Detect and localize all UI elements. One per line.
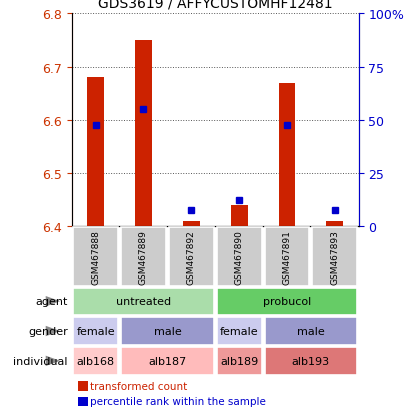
Bar <box>121 227 166 286</box>
Text: alb187: alb187 <box>148 356 186 366</box>
Text: GSM467891: GSM467891 <box>282 229 291 284</box>
Text: GSM467893: GSM467893 <box>330 229 339 284</box>
Bar <box>264 227 309 286</box>
Bar <box>121 318 213 345</box>
Bar <box>78 382 88 391</box>
Bar <box>264 347 357 375</box>
Text: gender: gender <box>28 326 67 336</box>
Text: alb193: alb193 <box>291 356 329 366</box>
Text: probucol: probucol <box>262 297 310 306</box>
Title: GDS3619 / AFFYCUSTOMHF12481: GDS3619 / AFFYCUSTOMHF12481 <box>98 0 332 10</box>
Bar <box>312 227 357 286</box>
Text: male: male <box>153 326 181 336</box>
Bar <box>73 347 118 375</box>
Bar <box>264 318 357 345</box>
Bar <box>216 347 261 375</box>
Bar <box>216 288 357 315</box>
Bar <box>73 288 213 315</box>
Bar <box>182 221 199 227</box>
Text: alb189: alb189 <box>220 356 258 366</box>
Polygon shape <box>45 356 60 366</box>
Text: percentile rank within the sample: percentile rank within the sample <box>90 396 265 406</box>
Bar <box>326 221 342 227</box>
Text: agent: agent <box>35 297 67 306</box>
Text: GSM467889: GSM467889 <box>139 229 148 284</box>
Text: female: female <box>76 326 115 336</box>
Text: GSM467892: GSM467892 <box>187 229 196 284</box>
Bar <box>78 397 88 406</box>
Polygon shape <box>45 296 60 307</box>
Bar <box>135 41 151 227</box>
Bar <box>230 206 247 227</box>
Bar <box>73 227 118 286</box>
Bar <box>169 227 213 286</box>
Text: transformed count: transformed count <box>90 381 187 391</box>
Text: untreated: untreated <box>116 297 171 306</box>
Bar <box>216 227 261 286</box>
Text: alb168: alb168 <box>76 356 115 366</box>
Text: female: female <box>219 326 258 336</box>
Polygon shape <box>45 326 60 337</box>
Bar <box>121 347 213 375</box>
Bar <box>278 83 294 227</box>
Text: male: male <box>296 326 324 336</box>
Bar <box>87 78 104 227</box>
Bar <box>73 318 118 345</box>
Text: individual: individual <box>13 356 67 366</box>
Bar <box>216 318 261 345</box>
Text: GSM467890: GSM467890 <box>234 229 243 284</box>
Text: GSM467888: GSM467888 <box>91 229 100 284</box>
